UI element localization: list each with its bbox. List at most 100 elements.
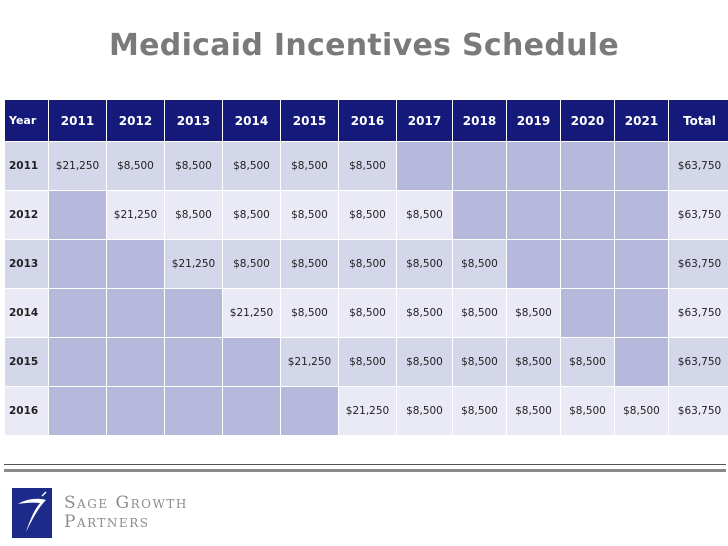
empty-cell bbox=[560, 141, 615, 191]
empty-cell bbox=[164, 337, 223, 387]
empty-cell bbox=[396, 141, 453, 191]
incentives-table: Year 2011 2012 2013 2014 2015 2016 2017 2018 2019… bbox=[4, 99, 728, 436]
column-header-2017: 2017 bbox=[396, 99, 453, 142]
table-cell: $8,500 bbox=[338, 141, 397, 191]
footer-divider-thick bbox=[4, 469, 726, 472]
empty-cell bbox=[560, 239, 615, 289]
table-cell: $8,500 bbox=[164, 141, 223, 191]
table-cell: $8,500 bbox=[164, 190, 223, 240]
row-year: 2011 bbox=[4, 141, 49, 191]
empty-cell bbox=[452, 141, 507, 191]
page-title: Medicaid Incentives Schedule bbox=[109, 28, 619, 63]
empty-cell bbox=[614, 337, 669, 387]
column-header-total: Total bbox=[668, 99, 728, 142]
table-row: 2011 $21,250 $8,500 $8,500 $8,500 $8,500 $8,50… bbox=[4, 141, 728, 191]
table-cell: $21,250 bbox=[338, 386, 397, 436]
empty-cell bbox=[560, 288, 615, 338]
logo-line-1: Sage Growth bbox=[64, 493, 188, 513]
table-cell: $8,500 bbox=[506, 337, 561, 387]
table-cell: $21,250 bbox=[222, 288, 281, 338]
table-cell: $8,500 bbox=[338, 190, 397, 240]
empty-cell bbox=[614, 141, 669, 191]
column-header-2014: 2014 bbox=[222, 99, 281, 142]
table-cell: $21,250 bbox=[48, 141, 107, 191]
table-cell: $8,500 bbox=[338, 288, 397, 338]
empty-cell bbox=[614, 288, 669, 338]
table-cell: $8,500 bbox=[452, 288, 507, 338]
table-cell: $8,500 bbox=[396, 288, 453, 338]
empty-cell bbox=[48, 190, 107, 240]
empty-cell bbox=[560, 190, 615, 240]
row-total: $63,750 bbox=[668, 190, 728, 240]
column-header-2012: 2012 bbox=[106, 99, 165, 142]
table-cell: $8,500 bbox=[222, 141, 281, 191]
row-total: $63,750 bbox=[668, 337, 728, 387]
table-cell: $8,500 bbox=[560, 337, 615, 387]
empty-cell bbox=[614, 239, 669, 289]
table-cell: $8,500 bbox=[506, 386, 561, 436]
table-cell: $8,500 bbox=[280, 141, 339, 191]
table-cell: $8,500 bbox=[396, 239, 453, 289]
empty-cell bbox=[106, 386, 165, 436]
empty-cell bbox=[222, 386, 281, 436]
table-cell: $8,500 bbox=[560, 386, 615, 436]
footer-divider bbox=[4, 464, 726, 465]
table-cell: $8,500 bbox=[614, 386, 669, 436]
table-cell: $8,500 bbox=[280, 288, 339, 338]
empty-cell bbox=[506, 141, 561, 191]
row-year: 2016 bbox=[4, 386, 49, 436]
table-row: 2013 $21,250 $8,500 $8,500 $8,500 $8,500 $8,50… bbox=[4, 239, 728, 289]
empty-cell bbox=[614, 190, 669, 240]
empty-cell bbox=[48, 288, 107, 338]
table-cell: $8,500 bbox=[396, 190, 453, 240]
empty-cell bbox=[506, 190, 561, 240]
empty-cell bbox=[506, 239, 561, 289]
table-cell: $21,250 bbox=[106, 190, 165, 240]
empty-cell bbox=[164, 386, 223, 436]
table-cell: $8,500 bbox=[280, 239, 339, 289]
empty-cell bbox=[106, 337, 165, 387]
table-header-row: Year 2011 2012 2013 2014 2015 2016 2017 2018 2019… bbox=[4, 99, 728, 142]
table-row: 2012 $21,250 $8,500 $8,500 $8,500 $8,500 $8,50… bbox=[4, 190, 728, 240]
logo-text: Sage Growth Partners bbox=[64, 494, 188, 532]
empty-cell bbox=[452, 190, 507, 240]
table-cell: $8,500 bbox=[106, 141, 165, 191]
table-cell: $8,500 bbox=[222, 190, 281, 240]
row-year: 2014 bbox=[4, 288, 49, 338]
table-row: 2016 $21,250 $8,500 $8,500 $8,500 $8,500 $8,50… bbox=[4, 386, 728, 436]
column-header-2018: 2018 bbox=[452, 99, 507, 142]
column-header-2013: 2013 bbox=[164, 99, 223, 142]
empty-cell bbox=[222, 337, 281, 387]
table-row: 2014 $21,250 $8,500 $8,500 $8,500 $8,500 $8,50… bbox=[4, 288, 728, 338]
table-row: 2015 $21,250 $8,500 $8,500 $8,500 $8,500 $8,50… bbox=[4, 337, 728, 387]
table-cell: $8,500 bbox=[338, 239, 397, 289]
column-header-2020: 2020 bbox=[560, 99, 615, 142]
table-cell: $8,500 bbox=[452, 337, 507, 387]
table-cell: $8,500 bbox=[506, 288, 561, 338]
column-header-2016: 2016 bbox=[338, 99, 397, 142]
column-header-year: Year bbox=[4, 99, 49, 142]
row-total: $63,750 bbox=[668, 141, 728, 191]
table-cell: $8,500 bbox=[222, 239, 281, 289]
column-header-2021: 2021 bbox=[614, 99, 669, 142]
column-header-2019: 2019 bbox=[506, 99, 561, 142]
table-cell: $8,500 bbox=[396, 386, 453, 436]
empty-cell bbox=[48, 239, 107, 289]
empty-cell bbox=[48, 386, 107, 436]
table-cell: $21,250 bbox=[164, 239, 223, 289]
empty-cell bbox=[48, 337, 107, 387]
row-year: 2013 bbox=[4, 239, 49, 289]
table-cell: $8,500 bbox=[280, 190, 339, 240]
row-year: 2015 bbox=[4, 337, 49, 387]
empty-cell bbox=[280, 386, 339, 436]
row-total: $63,750 bbox=[668, 239, 728, 289]
sage-growth-logo-icon bbox=[12, 488, 52, 538]
company-logo: Sage Growth Partners bbox=[12, 488, 212, 538]
row-total: $63,750 bbox=[668, 288, 728, 338]
table-cell: $8,500 bbox=[338, 337, 397, 387]
column-header-2015: 2015 bbox=[280, 99, 339, 142]
table-cell: $21,250 bbox=[280, 337, 339, 387]
column-header-2011: 2011 bbox=[48, 99, 107, 142]
empty-cell bbox=[164, 288, 223, 338]
empty-cell bbox=[106, 239, 165, 289]
